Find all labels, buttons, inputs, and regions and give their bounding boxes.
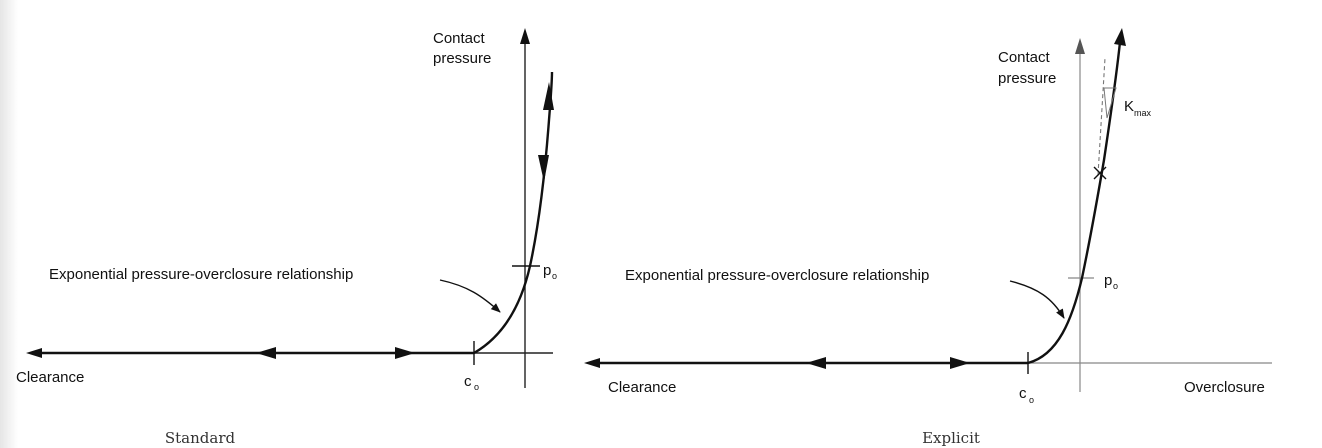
standard-clearance-arrowhead <box>26 348 42 358</box>
explicit-p0-sub: o <box>1113 281 1118 291</box>
standard-arrow-left <box>256 347 276 359</box>
standard-clearance-label: Clearance <box>16 369 84 386</box>
explicit-clearance-arrowhead <box>584 358 600 368</box>
standard-c0-label: c <box>464 373 472 390</box>
explicit-y-axis-arrowhead <box>1075 38 1085 54</box>
standard-y-label-line2: pressure <box>433 50 491 67</box>
standard-y-label-line1: Contact <box>433 30 486 47</box>
explicit-annotation-leader <box>1009 280 1065 319</box>
explicit-y-label-line1: Contact <box>998 49 1051 66</box>
standard-curve-arrow-up <box>543 82 554 110</box>
explicit-c0-label: c <box>1019 385 1027 402</box>
explicit-kmax-label: K <box>1124 98 1134 115</box>
standard-curve-arrow-down <box>538 155 549 182</box>
explicit-pressure-curve <box>1027 41 1122 365</box>
standard-annotation: Exponential pressure-overclosure relatio… <box>49 266 353 283</box>
standard-diagram: Contact pressure Exponential pressure-ov… <box>16 28 557 447</box>
explicit-arrow-right <box>950 357 970 369</box>
standard-p0-sub: o <box>552 271 557 281</box>
explicit-kmax-triangle <box>1103 87 1117 119</box>
explicit-p0-label: p <box>1104 272 1112 289</box>
explicit-c0-sub: o <box>1029 395 1034 405</box>
explicit-caption: Explicit <box>922 429 980 447</box>
explicit-clearance-label: Clearance <box>608 379 676 396</box>
standard-y-axis-arrowhead <box>520 28 530 44</box>
standard-pressure-curve <box>473 71 554 355</box>
left-edge-shadow <box>0 0 18 448</box>
standard-annotation-leader <box>439 279 501 313</box>
explicit-curve-arrowhead <box>1114 28 1126 46</box>
standard-p0-label: p <box>543 262 551 279</box>
explicit-annotation: Exponential pressure-overclosure relatio… <box>625 267 929 284</box>
explicit-y-label-line2: pressure <box>998 70 1056 87</box>
explicit-kmax-sub: max <box>1134 108 1152 118</box>
explicit-overclosure-label: Overclosure <box>1184 379 1265 396</box>
explicit-x-marker-b <box>1093 166 1107 180</box>
explicit-diagram: Contact pressure Exponential pressure-ov… <box>584 28 1272 447</box>
explicit-kmax-dashed-line <box>1097 57 1106 176</box>
standard-arrow-right <box>395 347 415 359</box>
explicit-arrow-left <box>806 357 826 369</box>
standard-caption: Standard <box>165 429 236 447</box>
standard-c0-sub: o <box>474 382 479 392</box>
